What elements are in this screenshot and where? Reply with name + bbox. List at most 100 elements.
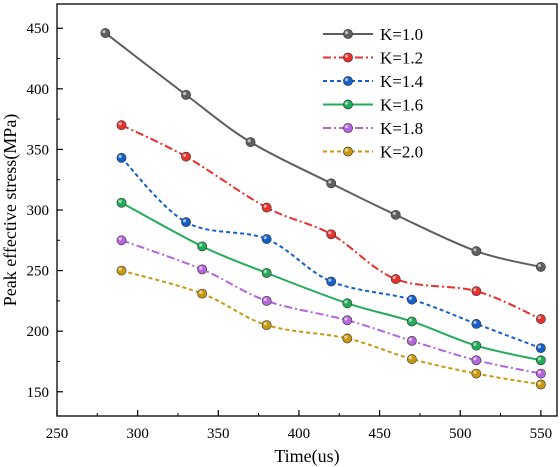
data-point-highlight — [408, 337, 413, 342]
data-point-highlight — [183, 91, 187, 96]
data-point-highlight — [537, 316, 542, 320]
legend-label: K=1.0 — [380, 25, 423, 44]
data-point-highlight — [537, 345, 542, 349]
data-point-highlight — [263, 322, 267, 326]
x-tick-label: 350 — [207, 426, 230, 442]
legend-marker — [343, 99, 353, 110]
data-point — [390, 209, 401, 220]
data-point-highlight — [537, 381, 542, 385]
data-point — [261, 320, 272, 331]
data-point-highlight — [118, 267, 122, 271]
x-tick-label: 300 — [126, 426, 149, 442]
y-tick-label: 450 — [27, 21, 50, 37]
data-point — [116, 235, 127, 246]
legend-marker-highlight — [345, 78, 349, 82]
x-tick-label: 500 — [449, 426, 472, 442]
data-point-highlight — [537, 370, 542, 374]
data-point — [181, 217, 191, 228]
legend: K=1.0 K=1.2 K=1.4 K=1.6 K=1.8 K=2.0 — [323, 25, 424, 162]
legend-item: K=1.2 — [323, 49, 423, 68]
data-point — [535, 379, 546, 390]
data-point-highlight — [328, 180, 332, 184]
legend-label: K=1.2 — [380, 49, 423, 68]
data-point — [471, 368, 482, 379]
data-point — [471, 319, 482, 329]
data-point — [326, 276, 337, 287]
data-point-highlight — [183, 153, 187, 157]
legend-label: K=1.4 — [380, 72, 424, 91]
x-tick-label: 450 — [368, 426, 391, 442]
data-point — [471, 355, 482, 366]
data-point — [181, 151, 191, 162]
x-tick-label: 400 — [288, 426, 311, 442]
series-5 — [116, 235, 546, 379]
data-point-highlight — [473, 370, 477, 374]
data-point-highlight — [473, 342, 477, 346]
data-point-highlight — [408, 356, 413, 360]
x-axis-ticks: 250 300 350 400 450 500 550 — [46, 410, 552, 442]
data-point — [342, 333, 353, 344]
data-point — [342, 298, 353, 309]
x-axis-title: Time(us) — [274, 446, 339, 467]
series-6 — [116, 265, 546, 390]
data-point-highlight — [473, 288, 477, 292]
data-point-highlight — [263, 297, 267, 302]
y-tick-label: 300 — [27, 203, 50, 219]
data-point-highlight — [408, 296, 413, 300]
legend-label: K=2.0 — [380, 143, 423, 162]
legend-item: K=1.6 — [323, 96, 423, 115]
legend-marker-highlight — [345, 101, 349, 105]
series-line — [104, 32, 542, 268]
legend-label: K=1.8 — [380, 119, 423, 138]
data-point — [116, 197, 127, 208]
data-point-highlight — [473, 320, 477, 325]
data-point-highlight — [199, 243, 203, 247]
data-point — [261, 202, 272, 213]
data-point-highlight — [344, 300, 348, 304]
data-point-highlight — [118, 237, 122, 241]
data-point — [181, 89, 191, 100]
data-point — [535, 368, 546, 379]
series-layer — [100, 28, 546, 390]
data-point-highlight — [247, 139, 251, 143]
series-4 — [116, 197, 546, 366]
legend-item: K=1.0 — [323, 25, 423, 44]
y-tick-label: 350 — [27, 142, 50, 158]
data-point-highlight — [408, 318, 413, 322]
series-3 — [116, 152, 546, 354]
legend-label: K=1.6 — [380, 96, 423, 115]
data-point — [535, 355, 546, 366]
data-point-highlight — [473, 357, 477, 361]
data-point-highlight — [199, 266, 203, 270]
series-1 — [100, 28, 546, 272]
data-point — [471, 286, 482, 297]
data-point — [197, 264, 208, 275]
data-point — [342, 315, 353, 326]
data-point — [471, 246, 482, 257]
data-point — [535, 314, 546, 324]
data-point — [535, 262, 546, 272]
data-point — [116, 120, 127, 131]
legend-marker — [343, 29, 353, 39]
data-point-highlight — [263, 236, 267, 240]
data-point-highlight — [118, 154, 122, 159]
data-point-highlight — [344, 335, 348, 339]
data-point-highlight — [392, 276, 396, 280]
data-point-highlight — [537, 357, 542, 361]
data-point — [116, 265, 127, 276]
data-point-highlight — [263, 270, 267, 274]
legend-marker — [343, 123, 353, 133]
x-tick-label: 250 — [46, 426, 69, 442]
legend-item: K=1.8 — [323, 119, 423, 138]
data-point — [390, 274, 401, 284]
y-tick-label: 400 — [27, 82, 50, 98]
data-point — [471, 340, 482, 351]
data-point — [261, 295, 272, 306]
y-tick-label: 200 — [27, 324, 50, 340]
series-2 — [116, 120, 546, 324]
data-point-highlight — [392, 211, 396, 216]
plot-frame — [56, 3, 558, 417]
data-point-highlight — [473, 248, 477, 252]
legend-marker — [343, 146, 353, 157]
data-point-highlight — [263, 204, 267, 208]
